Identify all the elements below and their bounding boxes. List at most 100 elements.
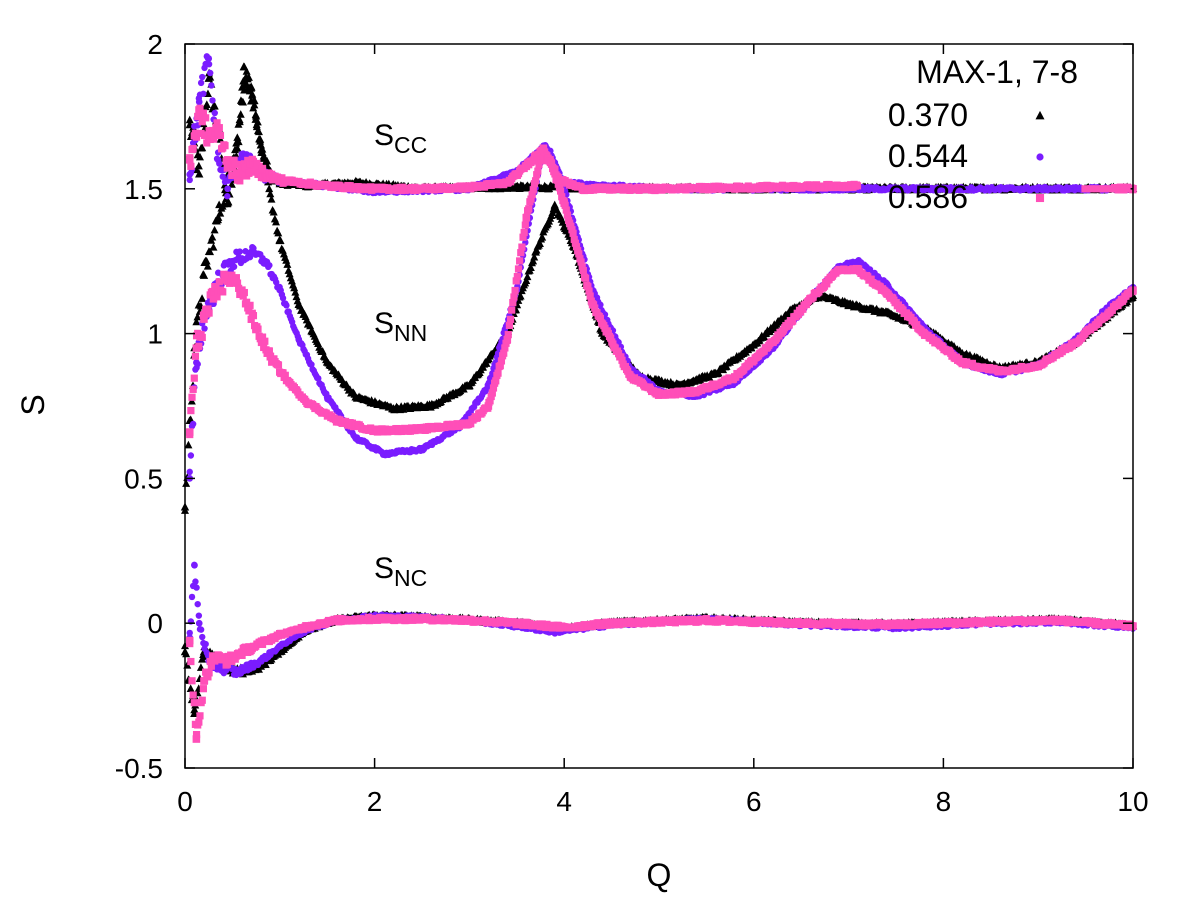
mark-0-S_CC bbox=[202, 100, 211, 108]
mark-0-S_NC bbox=[254, 665, 263, 673]
mark-0-S_CC bbox=[242, 67, 251, 75]
mark-1-S_CC bbox=[186, 176, 193, 184]
mark-0-S_NN bbox=[193, 312, 202, 321]
mark-0-S_NC bbox=[182, 649, 191, 658]
mark-1-S_NN bbox=[214, 269, 222, 276]
mark-1-S_CC bbox=[197, 79, 205, 87]
mark-1-S_NN bbox=[283, 302, 290, 309]
mark-0-S_NN bbox=[258, 145, 267, 153]
mark-0-S_NN bbox=[239, 97, 248, 106]
mark-1-S_NN bbox=[246, 253, 254, 261]
mark-1-S_CC bbox=[200, 90, 207, 97]
mark-0-S_NN bbox=[538, 233, 547, 241]
mark-1-S_NC bbox=[202, 640, 209, 648]
mark-0-S_NN bbox=[306, 321, 315, 330]
mark-0-S_NN bbox=[236, 110, 245, 118]
mark-1-S_CC bbox=[213, 155, 221, 163]
mark-0-S_NN bbox=[209, 243, 218, 251]
mark-0-S_NN bbox=[213, 215, 222, 224]
mark-1-S_NC bbox=[194, 600, 201, 608]
mark-1-S_CC bbox=[209, 97, 216, 104]
mark-0-S_NN bbox=[208, 232, 217, 241]
mark-1-S_CC bbox=[207, 69, 214, 77]
point-0-S_NN-5 bbox=[242, 73, 251, 82]
mark-0-S_NN bbox=[219, 199, 228, 208]
mark-0-S_NN bbox=[182, 479, 191, 487]
mark-1-S_CC bbox=[208, 82, 215, 89]
mark-1-S_NN bbox=[259, 254, 266, 262]
mark-0-S_NN bbox=[269, 207, 278, 216]
mark-0-S_NN bbox=[198, 294, 207, 302]
mark-1-S_NC bbox=[199, 633, 206, 641]
mark-1-S_NN bbox=[597, 301, 604, 308]
point-1-S_NC-2 bbox=[195, 619, 203, 627]
mark-0-S_NN bbox=[203, 261, 212, 270]
mark-0-S_NN bbox=[210, 225, 219, 234]
mark-0-S_NN bbox=[285, 269, 294, 278]
mark-0-S_NN bbox=[254, 127, 263, 136]
mark-0-S_NN bbox=[535, 239, 544, 247]
mark-0-S_NN bbox=[516, 291, 525, 300]
mark-0-S_NN bbox=[256, 136, 265, 145]
mark-1-S_NC bbox=[197, 626, 205, 633]
mark-1-S_NN bbox=[315, 375, 322, 382]
mark-1-S_NN bbox=[266, 262, 273, 269]
mark-0-S_CC bbox=[206, 72, 215, 81]
mark-0-S_CC bbox=[224, 197, 233, 206]
mark-1-S_CC bbox=[211, 109, 218, 117]
mark-0-S_NN bbox=[526, 263, 535, 272]
mark-1-S_NN bbox=[189, 420, 197, 428]
mark-0-S_NN bbox=[513, 300, 522, 309]
mark-0-S_CC bbox=[198, 143, 207, 152]
mark-1-S_NN bbox=[308, 361, 315, 368]
mark-0-S_NN bbox=[248, 91, 257, 99]
mark-0-S_NN bbox=[274, 228, 283, 237]
chart-marks bbox=[180, 53, 1138, 743]
mark-1-S_NC bbox=[191, 561, 198, 569]
point-0-S_CC-1 bbox=[195, 169, 204, 178]
mark-0-S_NN bbox=[530, 252, 539, 261]
mark-0-S_NN bbox=[216, 209, 225, 217]
mark-1-S_NN bbox=[186, 468, 193, 476]
mark-0-S_CC bbox=[227, 180, 236, 188]
mark-1-S_NN bbox=[279, 294, 287, 302]
mark-0-S_NN bbox=[532, 245, 541, 254]
mark-0-S_NN bbox=[318, 347, 327, 355]
mark-0-S_NC bbox=[186, 684, 195, 692]
mark-0-S_NN bbox=[232, 138, 241, 147]
mark-0-S_NN bbox=[242, 79, 251, 88]
mark-0-S_NN bbox=[235, 115, 244, 124]
mark-0-S_NN bbox=[192, 317, 201, 326]
point-1-S_CC-4 bbox=[224, 185, 232, 193]
mark-0-S_NN bbox=[523, 272, 532, 281]
mark-1-S_CC bbox=[204, 55, 212, 62]
mark-0-S_NN bbox=[259, 154, 268, 162]
mark-1-S_CC bbox=[216, 160, 223, 167]
mark-0-S_NN bbox=[265, 184, 274, 193]
mark-0-S_NN bbox=[292, 292, 301, 301]
mark-1-S_NC bbox=[186, 629, 193, 637]
mark-0-S_NN bbox=[253, 117, 262, 126]
mark-0-S_CC bbox=[194, 161, 203, 170]
mark-1-S_CC bbox=[224, 193, 231, 200]
mark-0-S_NN bbox=[282, 256, 291, 264]
mark-1-S_NN bbox=[236, 248, 243, 255]
mark-0-S_NN bbox=[529, 256, 538, 265]
mark-0-S_CC bbox=[210, 101, 219, 110]
mark-0-S_NN bbox=[202, 256, 211, 265]
mark-1-S_NN bbox=[272, 279, 280, 286]
mark-0-S_NC bbox=[190, 709, 199, 718]
point-0-S_NC-1 bbox=[190, 705, 199, 714]
mark-1-S_NC bbox=[195, 612, 203, 619]
mark-0-S_NN bbox=[184, 440, 193, 449]
mark-0-S_NN bbox=[558, 218, 567, 226]
mark-0-S_NN bbox=[522, 276, 531, 284]
mark-1-S_CC bbox=[199, 73, 206, 81]
mark-0-S_NN bbox=[550, 200, 559, 209]
mark-0-S_NN bbox=[290, 283, 299, 292]
mark-0-S_NN bbox=[233, 133, 242, 141]
mark-0-S_NN bbox=[266, 189, 275, 198]
mark-0-S_NN bbox=[250, 100, 259, 109]
mark-0-S_NN bbox=[276, 236, 285, 244]
